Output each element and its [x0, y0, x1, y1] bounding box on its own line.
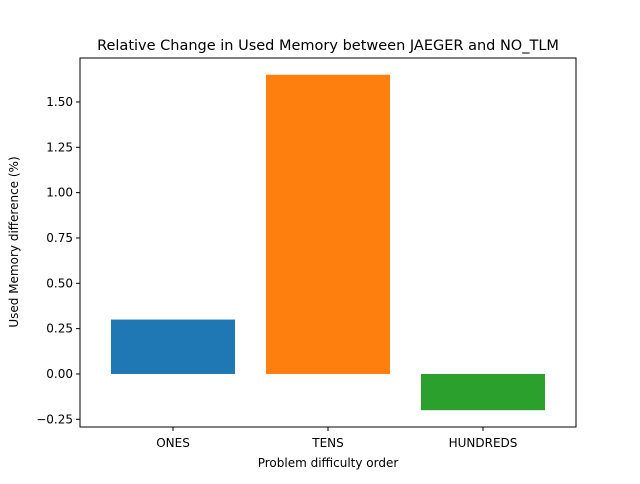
y-axis: −0.25 0.00 0.25 0.50 0.75 1.00 1.25 1.50 — [36, 95, 80, 426]
x-axis: ONES TENS HUNDREDS — [156, 427, 517, 450]
y-tick-label: 1.25 — [46, 140, 73, 154]
y-axis-label: Used Memory difference (%) — [7, 156, 21, 327]
bar-ones — [111, 319, 235, 374]
y-tick-label: 0.25 — [46, 322, 73, 336]
y-tick-label: 0.50 — [46, 276, 73, 290]
x-tick-label: TENS — [311, 436, 344, 450]
y-tick-label: 0.75 — [46, 231, 73, 245]
x-tick-label: HUNDREDS — [449, 436, 518, 450]
plot-frame — [79, 57, 577, 428]
y-tick-label: 1.50 — [46, 95, 73, 109]
bar-hundreds — [421, 373, 545, 411]
y-tick-label: 0.00 — [46, 367, 73, 381]
x-axis-label: Problem difficulty order — [258, 456, 399, 470]
y-tick-label: −0.25 — [36, 412, 73, 426]
y-tick-label: 1.00 — [46, 186, 73, 200]
bar-tens — [266, 74, 390, 374]
bars-layer — [111, 74, 545, 411]
x-tick-label: ONES — [156, 436, 190, 450]
chart-title: Relative Change in Used Memory between J… — [97, 38, 559, 54]
